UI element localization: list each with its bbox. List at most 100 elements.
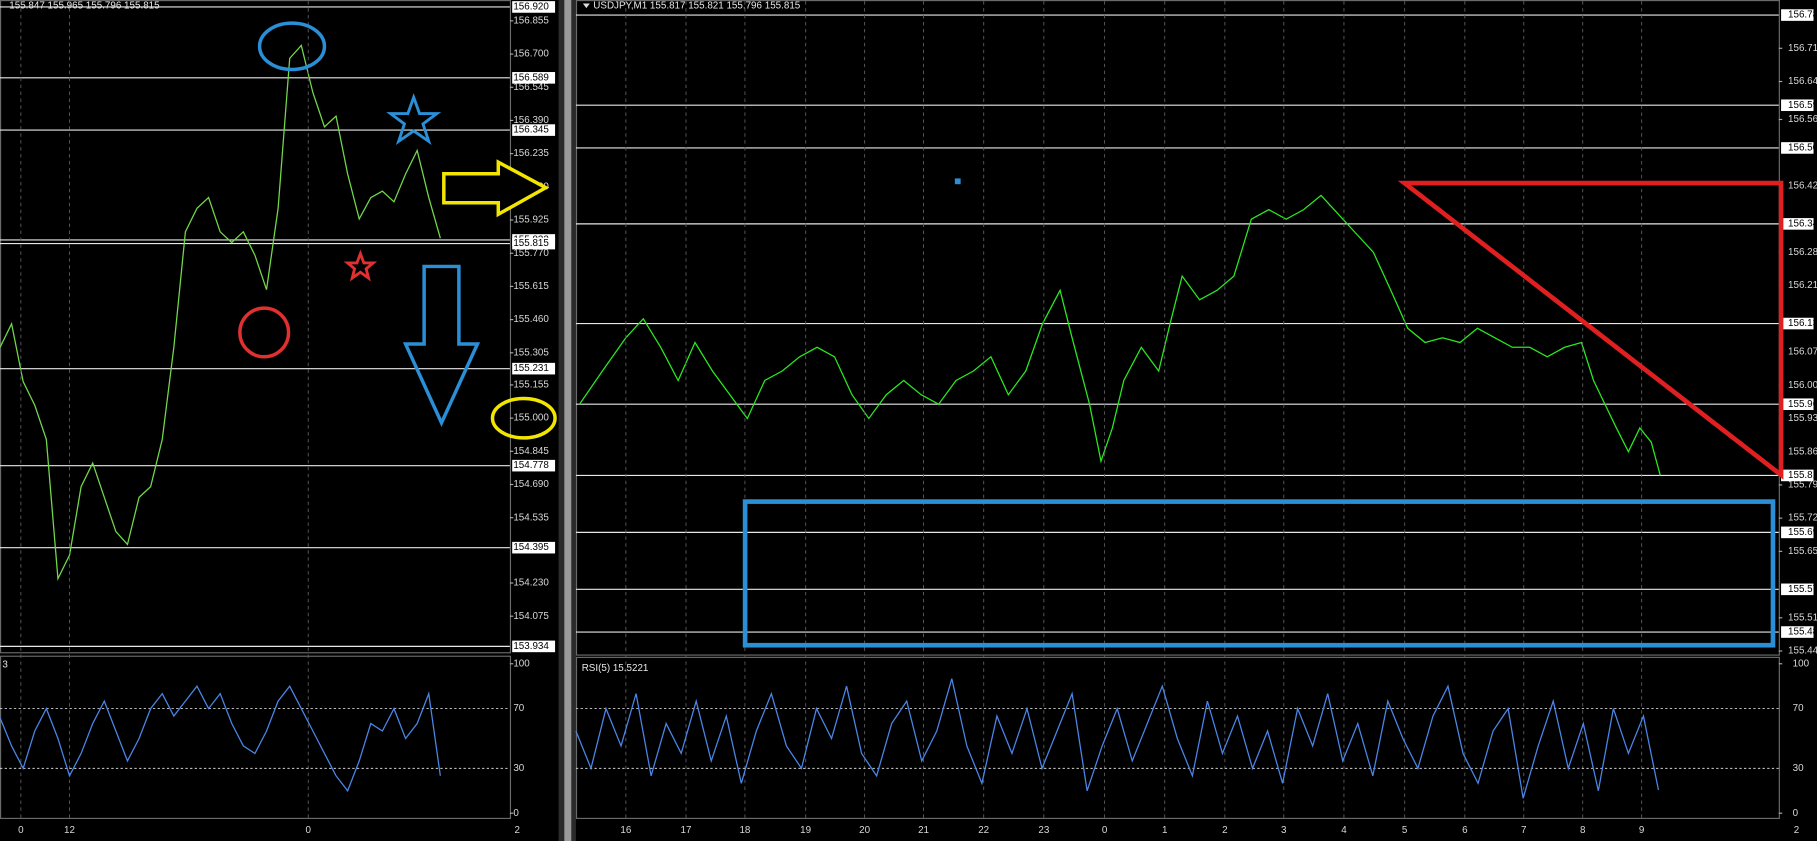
y-tick-label: 156.71 (1788, 43, 1817, 54)
level-label: 155.96 (1788, 399, 1817, 410)
yellow-arrow (442, 159, 550, 218)
y-tick-label: 155.86 (1788, 446, 1817, 457)
level-box (1781, 317, 1814, 330)
level-box (512, 1, 556, 13)
level-box (1781, 9, 1814, 21)
level-label: 155.231 (513, 363, 549, 374)
y-tick-label: 155.615 (513, 281, 549, 292)
x-tick-label: 2 (1222, 825, 1227, 836)
y-tick-label: 156.28 (1788, 247, 1817, 258)
level-label: 156.13 (1788, 318, 1817, 329)
y-tick-label: 155.305 (513, 347, 549, 358)
x-tick-label: 17 (681, 825, 692, 836)
x-tick-label: 12 (64, 825, 75, 836)
annotations (238, 21, 1784, 648)
y-tick-label: 156.56 (1788, 114, 1817, 125)
y-tick-label: 100 (513, 658, 530, 669)
chart-title: USDJPY,M1 155.817 155.821 155.796 155.81… (593, 0, 800, 11)
price-line (579, 194, 1661, 476)
blue-star (386, 93, 442, 145)
x-tick-label: 5 (1402, 825, 1408, 836)
level-label: 156.78 (1788, 10, 1817, 21)
splitter-bar (564, 0, 572, 841)
level-box (1781, 583, 1814, 596)
level-label: 156.920 (513, 2, 549, 13)
x-tick-label: 22 (978, 825, 989, 836)
scale-label: 2 (1794, 825, 1799, 836)
x-tick-label: 18 (739, 825, 750, 836)
level-box (512, 72, 556, 84)
y-tick-label: 156.00 (1788, 380, 1817, 391)
red-triangle (1397, 180, 1784, 480)
x-tick-label: 6 (1462, 825, 1468, 836)
level-box (512, 541, 556, 554)
y-tick-label: 156.235 (513, 148, 549, 159)
x-tick-label: 8 (1580, 825, 1586, 836)
level-box (1781, 526, 1814, 539)
level-label: 155.815 (513, 238, 549, 249)
blue-circle (257, 21, 327, 72)
x-tick-label: 7 (1521, 825, 1526, 836)
price-line (575, 678, 1660, 799)
x-tick-label: 20 (859, 825, 870, 836)
level-box (1781, 398, 1814, 411)
level-box (1781, 218, 1814, 230)
level-label: 156.345 (513, 125, 549, 136)
level-label: 154.395 (513, 542, 549, 553)
y-tick-label: 154.075 (513, 611, 549, 622)
y-tick-label: 155.93 (1788, 413, 1817, 424)
y-tick-label: 156.390 (513, 115, 549, 126)
level-box (1781, 99, 1814, 112)
chart-title: 3 (2, 660, 8, 671)
x-tick-label: 16 (620, 825, 631, 836)
y-tick-label: 156.855 (513, 15, 549, 26)
y-tick-label: 155.72 (1788, 513, 1817, 524)
level-label: 156.59 (1788, 100, 1817, 111)
panel-frame (0, 655, 512, 819)
y-tick-label: 0 (513, 808, 519, 819)
chart-title: RSI(5) 15.5221 (582, 663, 649, 674)
scale-label: 2 (515, 825, 520, 836)
y-tick-label: 156.700 (513, 49, 549, 60)
level-label: 154.778 (513, 460, 549, 471)
x-tick-label: 0 (1102, 825, 1108, 836)
y-tick-label: 156.07 (1788, 347, 1817, 358)
y-tick-label: 156.21 (1788, 280, 1817, 291)
chart-title: 155.847 155.965 155.796 155.815 (9, 0, 160, 11)
panel-frame (0, 0, 512, 654)
menu-arrow[interactable] (582, 3, 590, 9)
y-tick-label: 30 (1793, 763, 1804, 774)
y-tick-label: 154.845 (513, 446, 549, 457)
x-tick-label: 0 (18, 825, 24, 836)
blue-rectangle (742, 499, 1776, 648)
y-tick-label: 154.230 (513, 578, 549, 589)
y-tick-label: 154.690 (513, 479, 549, 490)
level-box (1781, 469, 1814, 482)
level-label: 156.50 (1788, 143, 1817, 154)
level-box (512, 237, 556, 250)
x-tick-label: 3 (1281, 825, 1287, 836)
level-box (1781, 626, 1814, 638)
y-tick-label: 155.000 (513, 413, 549, 424)
level-label: 155.48 (1788, 627, 1817, 638)
level-box (512, 124, 556, 136)
y-tick-label: 155.460 (513, 314, 549, 325)
blue-arrow (402, 264, 481, 428)
y-tick-label: 156.64 (1788, 76, 1817, 87)
y-tick-label: 30 (513, 763, 524, 774)
y-tick-label: 70 (1793, 703, 1804, 714)
y-tick-label: 100 (1793, 658, 1810, 669)
level-box (512, 459, 556, 472)
y-tick-label: 155.925 (513, 215, 549, 226)
x-tick-label: 23 (1038, 825, 1049, 836)
y-tick-label: 0 (1793, 808, 1799, 819)
price-line (0, 685, 441, 793)
y-tick-label: 155.51 (1788, 612, 1817, 623)
x-tick-label: 1 (1162, 825, 1167, 836)
y-tick-label: 155.44 (1788, 646, 1817, 657)
level-label: 155.69 (1788, 527, 1817, 538)
panel-frame (575, 656, 1780, 819)
